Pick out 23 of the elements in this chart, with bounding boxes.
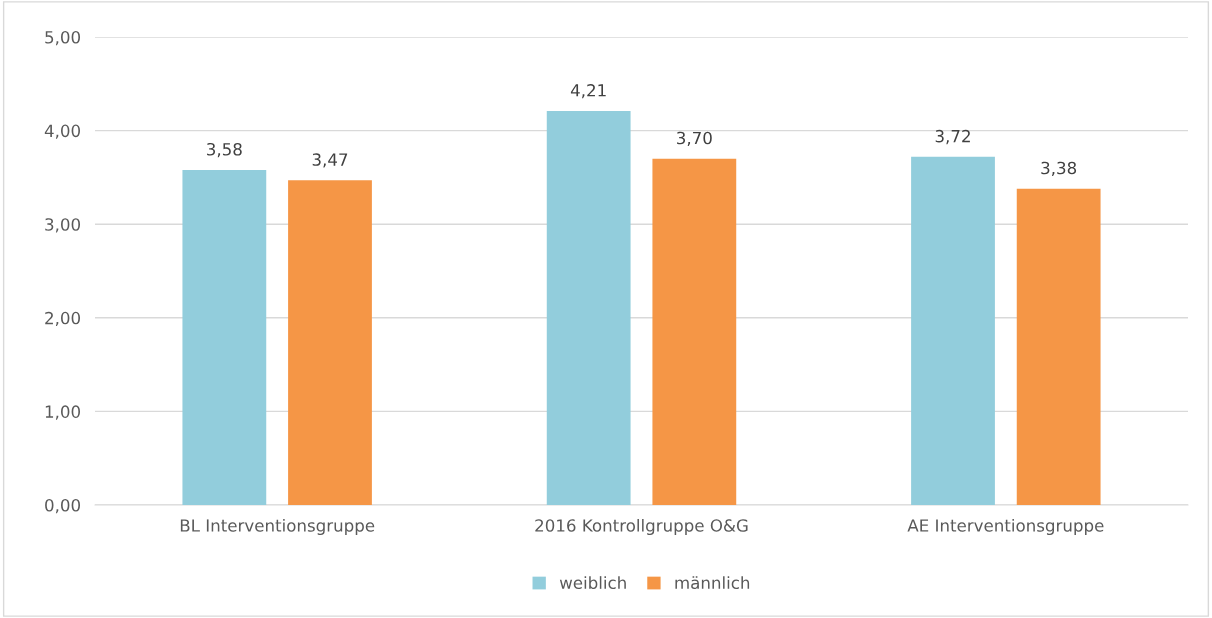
bar [911, 156, 995, 505]
x-tick-label: BL Interventionsgruppe [180, 518, 375, 536]
y-tick-label: 0,00 [45, 498, 80, 514]
bar [182, 169, 267, 505]
bar [546, 110, 631, 505]
bar [288, 180, 372, 505]
data-label: 3,72 [935, 129, 970, 145]
bar [1016, 188, 1101, 505]
y-tick-label: 5,00 [45, 30, 80, 46]
legend-label: männlich [675, 576, 750, 590]
data-label: 3,58 [207, 142, 242, 158]
data-label: 3,47 [312, 153, 348, 168]
x-tick-label: AE Interventionsgruppe [907, 518, 1104, 536]
y-tick-label: 1,00 [45, 405, 80, 420]
y-tick-label: 3,00 [45, 218, 80, 233]
y-tick-label: 2,00 [45, 311, 80, 327]
x-tick-label: 2016 Kontrollgruppe O&G [535, 518, 748, 536]
data-label: 3,38 [1041, 161, 1077, 176]
data-label: 4,21 [570, 84, 606, 99]
y-tick-label: 4,00 [44, 124, 80, 139]
data-label: 3,70 [677, 131, 712, 147]
legend-label: weiblich [559, 576, 626, 590]
bar [652, 158, 737, 505]
